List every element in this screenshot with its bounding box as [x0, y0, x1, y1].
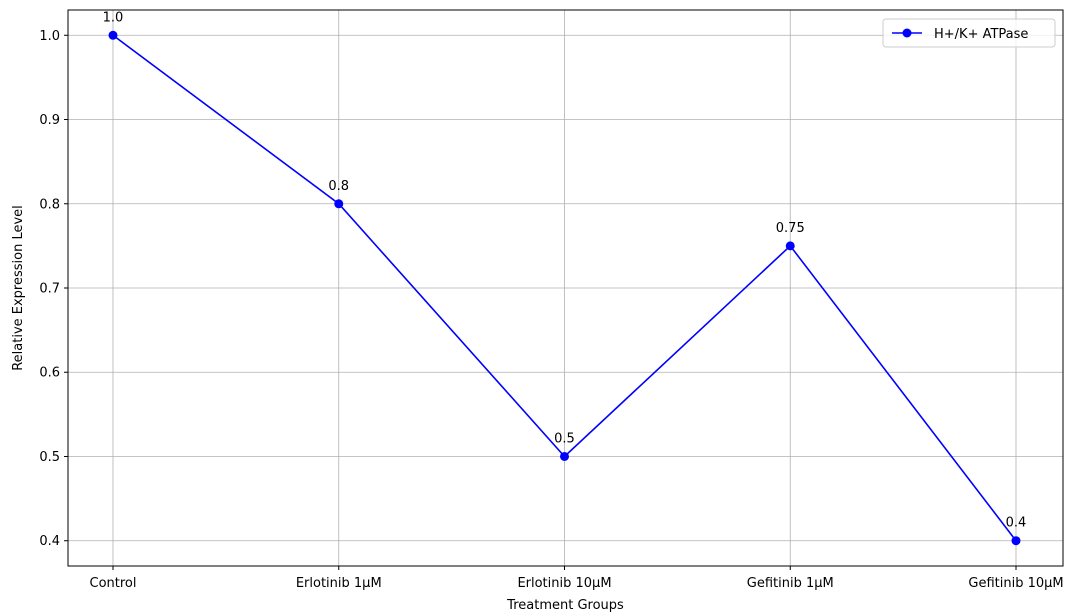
data-point [785, 241, 795, 251]
x-tick-label: Erlotinib 10µM [517, 576, 611, 591]
y-tick-label: 0.6 [39, 366, 60, 381]
x-tick-label: Control [90, 576, 137, 591]
y-tick-label: 0.7 [39, 282, 60, 297]
x-tick-label: Erlotinib 1µM [296, 576, 382, 591]
grid-lines [68, 10, 1063, 566]
data-point [560, 451, 569, 461]
legend-box [882, 18, 1056, 48]
y-tick-label: 0.5 [39, 450, 60, 465]
data-point [108, 30, 118, 40]
y-axis-title: Relative Expression Level [11, 205, 26, 371]
y-tick-label: 0.9 [39, 113, 60, 128]
x-tick-label: Gefitinib 10µM [968, 576, 1063, 591]
plot-area: 1.0 0.8 0.5 0.75 0.4 [103, 10, 1027, 546]
data-label: 0.4 [1006, 516, 1027, 531]
x-axis-title: Treatment Groups [506, 598, 624, 613]
y-tick-label: 0.8 [39, 197, 60, 212]
data-point [1011, 536, 1021, 546]
y-tick-label: 1.0 [39, 29, 60, 44]
legend: H+/K+ ATPase [882, 18, 1056, 48]
y-tick-label: 0.4 [39, 534, 60, 549]
data-label: 0.8 [328, 179, 349, 194]
legend-marker [902, 28, 912, 38]
data-label: 0.5 [554, 431, 575, 446]
data-label: 1.0 [103, 10, 124, 25]
axis-ticks: Control Erlotinib 1µM Erlotinib 10µM Gefiti… [39, 29, 1063, 591]
data-label: 0.75 [776, 221, 805, 236]
x-tick-label: Gefitinib 1µM [747, 576, 834, 591]
data-point [334, 199, 344, 209]
legend-label: H+/K+ ATPase [934, 27, 1028, 42]
